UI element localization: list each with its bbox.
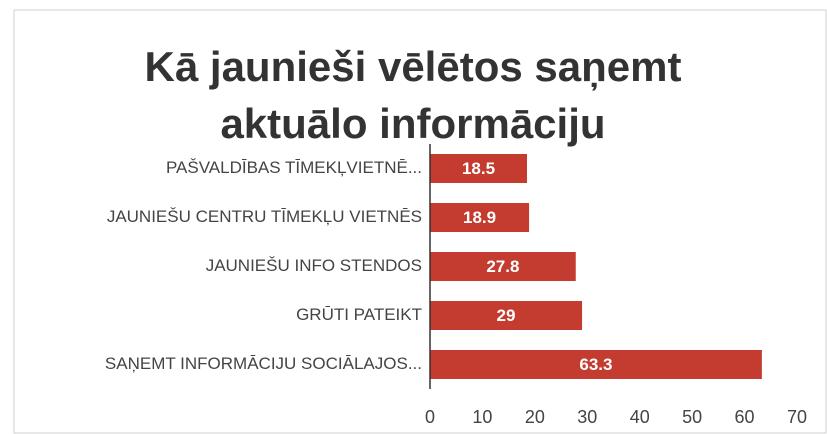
x-tick-label: 0 bbox=[425, 407, 435, 427]
y-tick-label: JAUNIEŠU CENTRU TĪMEKĻU VIETNĒS bbox=[107, 207, 422, 226]
y-tick-label: GRŪTI PATEIKT bbox=[296, 305, 422, 324]
y-tick-label: PAŠVALDĪBAS TĪMEKĻVIETNĒ... bbox=[166, 158, 422, 177]
y-tick-label: SAŅEMT INFORMĀCIJU SOCIĀLAJOS... bbox=[105, 354, 422, 373]
data-label: 18.5 bbox=[462, 159, 495, 178]
x-tick-label: 50 bbox=[682, 407, 702, 427]
x-tick-label: 70 bbox=[787, 407, 807, 427]
x-tick-label: 40 bbox=[630, 407, 650, 427]
bar bbox=[430, 203, 530, 232]
bar bbox=[430, 301, 583, 330]
chart-title: Kā jaunieši vēlētos saņemt bbox=[145, 43, 682, 91]
data-label: 18.9 bbox=[463, 208, 496, 227]
chart-title: aktuālo informāciju bbox=[220, 100, 605, 147]
y-tick-label: JAUNIEŠU INFO STENDOS bbox=[206, 256, 422, 275]
bar bbox=[430, 350, 762, 379]
x-tick-label: 10 bbox=[472, 407, 492, 427]
data-label: 63.3 bbox=[579, 355, 612, 374]
data-label: 29 bbox=[497, 306, 516, 325]
x-tick-label: 60 bbox=[735, 407, 755, 427]
x-tick-label: 30 bbox=[577, 407, 597, 427]
x-tick-label: 20 bbox=[525, 407, 545, 427]
bar bbox=[430, 252, 576, 281]
data-label: 27.8 bbox=[486, 257, 519, 276]
bar bbox=[430, 154, 527, 183]
